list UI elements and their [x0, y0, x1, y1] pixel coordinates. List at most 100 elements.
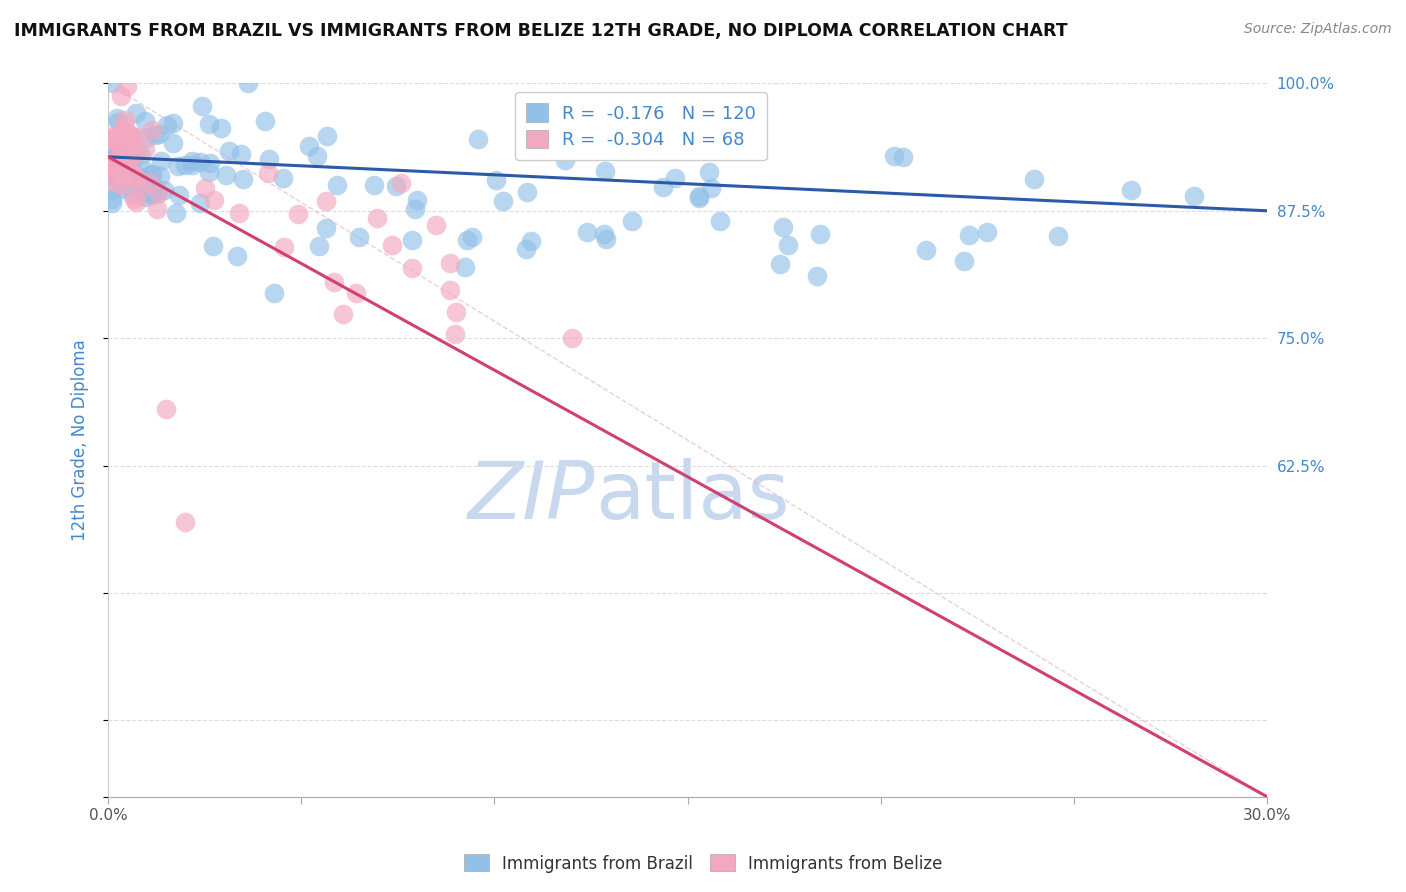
Point [101, 132, 124, 146]
Point [174, 515, 197, 529]
Point [593, 164, 616, 178]
Point [107, 144, 129, 158]
Point [120, 169, 142, 184]
Point [664, 170, 686, 185]
Point [349, 230, 371, 244]
Point [194, 181, 217, 195]
Point [148, 186, 170, 201]
Point [218, 144, 240, 158]
Point [114, 113, 136, 128]
Legend: Immigrants from Brazil, Immigrants from Belize: Immigrants from Brazil, Immigrants from … [457, 847, 949, 880]
Point [1024, 171, 1046, 186]
Point [257, 152, 280, 166]
Point [146, 186, 169, 200]
Point [709, 214, 731, 228]
Point [118, 128, 141, 142]
Point [156, 118, 179, 132]
Point [141, 187, 163, 202]
Point [181, 154, 204, 169]
Point [576, 226, 599, 240]
Point [595, 232, 617, 246]
Point [145, 202, 167, 217]
Point [467, 132, 489, 146]
Point [108, 140, 131, 154]
Point [101, 156, 124, 170]
Point [344, 285, 367, 300]
Point [188, 195, 211, 210]
Point [688, 189, 710, 203]
Point [651, 179, 673, 194]
Point [952, 254, 974, 268]
Point [135, 130, 157, 145]
Point [105, 111, 128, 125]
Point [111, 128, 134, 143]
Point [672, 121, 695, 136]
Point [315, 221, 337, 235]
Point [117, 151, 139, 165]
Point [125, 146, 148, 161]
Point [325, 178, 347, 192]
Text: Source: ZipAtlas.com: Source: ZipAtlas.com [1244, 22, 1392, 37]
Point [401, 261, 423, 276]
Point [772, 219, 794, 234]
Point [155, 402, 177, 417]
Point [117, 78, 139, 93]
Point [366, 211, 388, 226]
Point [621, 214, 644, 228]
Point [103, 153, 125, 167]
Point [138, 176, 160, 190]
Point [231, 147, 253, 161]
Point [492, 194, 515, 208]
Point [110, 147, 132, 161]
Point [957, 228, 980, 243]
Point [439, 256, 461, 270]
Point [129, 148, 152, 162]
Point [110, 89, 132, 103]
Point [699, 181, 721, 195]
Point [461, 229, 484, 244]
Point [271, 171, 294, 186]
Point [174, 158, 197, 172]
Point [188, 154, 211, 169]
Point [257, 166, 280, 180]
Point [135, 190, 157, 204]
Point [118, 130, 141, 145]
Point [101, 131, 124, 145]
Point [197, 117, 219, 131]
Point [107, 157, 129, 171]
Point [209, 121, 232, 136]
Point [561, 331, 583, 345]
Point [515, 242, 537, 256]
Point [150, 154, 173, 169]
Point [332, 307, 354, 321]
Point [143, 128, 166, 143]
Point [190, 99, 212, 113]
Point [110, 178, 132, 192]
Point [101, 195, 124, 210]
Point [124, 146, 146, 161]
Point [808, 227, 831, 241]
Point [389, 177, 412, 191]
Point [554, 153, 576, 167]
Point [198, 165, 221, 179]
Point [699, 165, 721, 179]
Point [125, 106, 148, 120]
Point [110, 145, 132, 160]
Point [323, 275, 346, 289]
Point [380, 238, 402, 252]
Point [104, 169, 127, 184]
Point [444, 305, 467, 319]
Point [298, 138, 321, 153]
Point [120, 155, 142, 169]
Point [141, 168, 163, 182]
Point [485, 172, 508, 186]
Point [198, 155, 221, 169]
Point [768, 256, 790, 270]
Point [153, 183, 176, 197]
Point [121, 167, 143, 181]
Point [232, 172, 254, 186]
Point [101, 174, 124, 188]
Point [456, 233, 478, 247]
Point [120, 161, 142, 176]
Point [169, 188, 191, 202]
